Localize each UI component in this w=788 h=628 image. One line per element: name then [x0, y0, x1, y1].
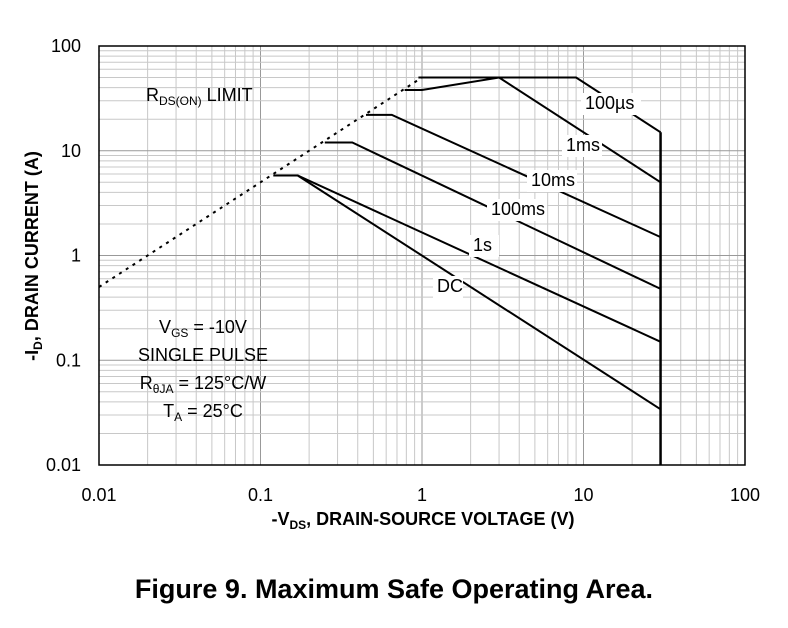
condition-rthja: RθJA = 125°C/W [140, 373, 266, 396]
curve-label: 100ms [491, 199, 545, 219]
series-line-100ms [324, 141, 662, 290]
series-lines [273, 76, 662, 411]
series-line-10ms [366, 113, 662, 239]
condition-single-pulse: SINGLE PULSE [138, 345, 268, 365]
test-conditions: VGS = -10V SINGLE PULSE RθJA = 125°C/W T… [138, 317, 268, 424]
y-tick-labels: 0.01 0.1 1 10 100 [46, 36, 81, 475]
x-tick-label: 0.01 [81, 485, 116, 505]
x-axis-label: -VDS, DRAIN-SOURCE VOLTAGE (V) [271, 509, 574, 532]
rds-limit-line [98, 76, 423, 288]
curve-label-bg [469, 235, 499, 257]
curve-label-bg [527, 170, 577, 192]
condition-vgs: VGS = -10V [159, 317, 247, 340]
x-tick-label: 100 [730, 485, 760, 505]
curve-label-bg [562, 135, 602, 157]
condition-ta: TA = 25°C [163, 401, 243, 424]
figure-caption: Figure 9. Maximum Safe Operating Area. [134, 574, 654, 604]
curve-label: 1s [473, 235, 492, 255]
curve-label-bg [487, 199, 547, 221]
curve-labels: 100µs 1ms 10ms 100ms 1s DC [433, 93, 641, 298]
y-tick-label: 10 [61, 141, 81, 161]
series-line-dc [297, 174, 662, 411]
series-line-1ms [404, 76, 662, 184]
curve-label: 1ms [566, 135, 600, 155]
series-line-1s [273, 174, 662, 343]
y-tick-label: 1 [71, 246, 81, 266]
curve-label: 100µs [585, 93, 634, 113]
plot-frame [98, 45, 746, 466]
curve-label: 10ms [531, 170, 575, 190]
curve-label: DC [437, 276, 463, 296]
y-tick-label: 0.01 [46, 455, 81, 475]
curve-label-bg [433, 276, 463, 298]
x-tick-label: 10 [573, 485, 593, 505]
curve-label-bg [581, 93, 641, 115]
safe-operating-area-chart: 0.01 0.1 1 10 100 0.01 0.1 1 10 100 100µs 1ms 10ms… [22, 36, 760, 532]
y-tick-label: 0.1 [56, 350, 81, 370]
grid [98, 46, 745, 466]
x-tick-label: 1 [417, 485, 427, 505]
y-tick-label: 100 [51, 36, 81, 56]
rds-limit-label: RDS(ON) LIMIT [146, 85, 253, 108]
x-tick-label: 0.1 [248, 485, 273, 505]
y-axis-label: -ID, DRAIN CURRENT (A) [22, 151, 45, 361]
x-tick-labels: 0.01 0.1 1 10 100 [81, 485, 760, 505]
